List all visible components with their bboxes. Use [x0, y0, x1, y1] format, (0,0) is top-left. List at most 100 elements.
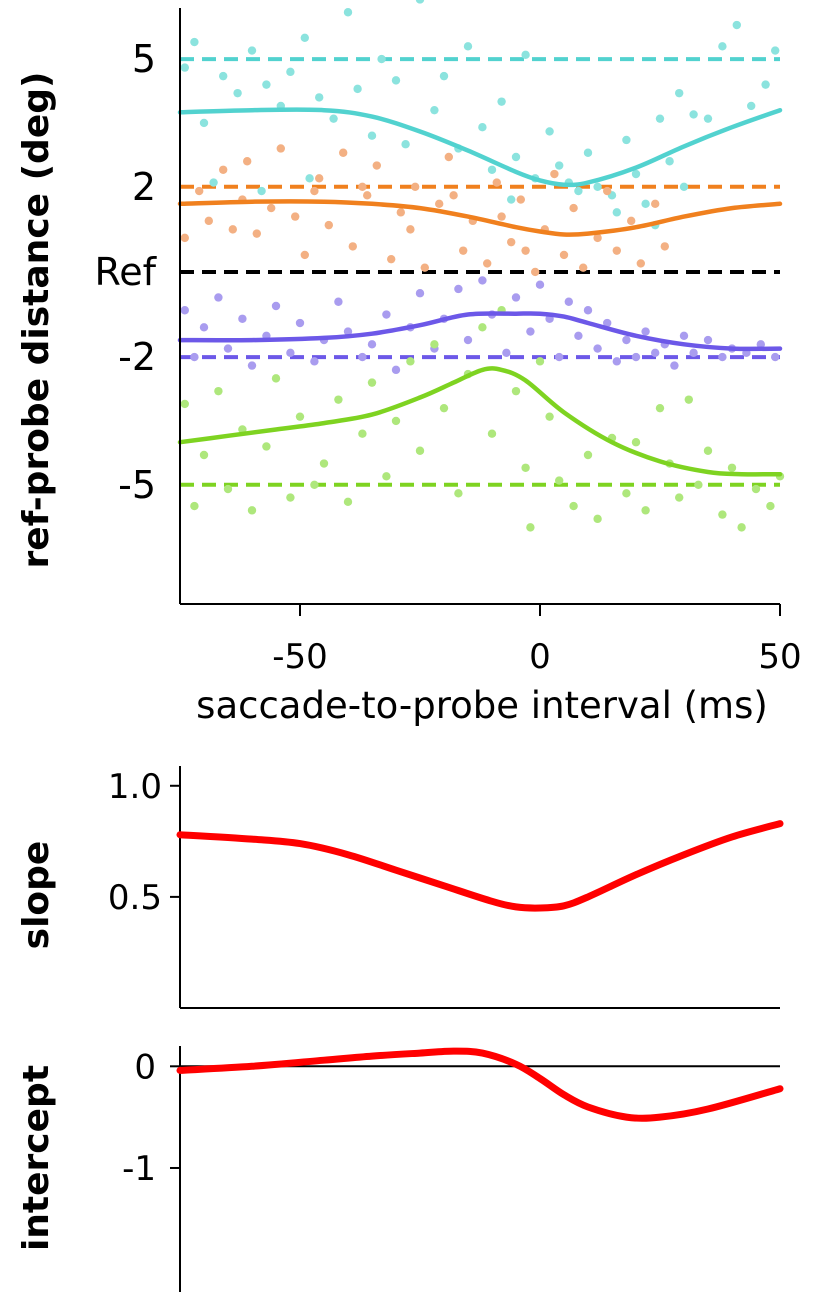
data-point — [703, 335, 713, 345]
y-tick-label: -5 — [118, 463, 156, 507]
x-tick-label: -50 — [272, 637, 328, 677]
intercept-curve — [176, 1047, 784, 1122]
data-point — [238, 314, 247, 323]
x-tick-label: 0 — [529, 637, 551, 677]
data-point — [751, 484, 761, 494]
data-point — [507, 195, 516, 204]
data-point — [199, 323, 209, 332]
data-point — [334, 297, 343, 306]
data-point — [454, 489, 463, 498]
data-point — [391, 365, 401, 375]
data-point — [406, 357, 415, 366]
intercept-tick-labels: 0 -1 — [122, 1047, 156, 1189]
data-point — [367, 131, 377, 140]
data-point — [286, 348, 295, 358]
data-point — [247, 506, 257, 515]
data-point — [593, 233, 602, 243]
fit-curve-1 — [177, 199, 783, 237]
data-point — [377, 54, 386, 64]
fit-curve-2 — [177, 311, 783, 352]
data-point — [195, 186, 204, 196]
data-point — [348, 242, 357, 251]
data-point — [583, 148, 593, 157]
data-point — [622, 489, 631, 498]
data-point — [310, 480, 319, 489]
fit-curve-3 — [177, 366, 783, 477]
slope-panel: 1.0 0.5 slope — [16, 766, 784, 1009]
data-point — [627, 216, 636, 226]
data-point — [766, 501, 775, 511]
data-point — [593, 344, 602, 353]
data-point — [679, 182, 689, 191]
data-point — [358, 352, 367, 362]
data-point — [190, 37, 199, 47]
data-point — [276, 144, 285, 153]
x-axis-title: saccade-to-probe interval (ms) — [196, 684, 768, 727]
data-point — [574, 186, 583, 196]
data-point — [684, 395, 693, 404]
data-point — [223, 484, 233, 494]
data-point — [703, 446, 713, 455]
data-point — [219, 71, 228, 81]
data-point — [583, 450, 593, 460]
slope-axes — [170, 766, 780, 1009]
data-point — [449, 191, 458, 200]
data-point — [737, 523, 746, 532]
data-point — [603, 318, 612, 328]
data-point — [622, 335, 631, 345]
data-point — [583, 306, 593, 315]
data-point — [521, 246, 530, 255]
data-point — [190, 352, 199, 362]
data-point — [747, 101, 756, 111]
data-point — [382, 310, 391, 319]
data-point — [569, 203, 578, 213]
data-point — [262, 80, 271, 89]
data-point — [310, 357, 319, 366]
data-point — [487, 165, 497, 174]
data-point — [526, 523, 535, 532]
data-point — [641, 199, 650, 209]
data-point — [603, 186, 612, 196]
data-point — [243, 157, 252, 166]
data-point — [545, 412, 554, 421]
data-point — [579, 263, 588, 272]
slope-curve — [176, 820, 784, 912]
data-point — [516, 195, 525, 204]
data-point — [315, 93, 324, 102]
data-point — [675, 493, 684, 502]
data-point — [727, 463, 737, 472]
data-point — [478, 123, 487, 132]
data-point — [257, 186, 266, 196]
slope-line — [176, 820, 784, 912]
data-point — [415, 446, 425, 455]
data-point — [511, 152, 521, 162]
data-point — [209, 178, 218, 187]
data-point — [665, 157, 674, 166]
data-point — [372, 161, 381, 170]
data-point — [262, 442, 271, 451]
data-point — [180, 306, 189, 315]
data-point — [511, 386, 521, 396]
data-point — [180, 63, 189, 72]
data-point — [430, 105, 439, 115]
data-point — [631, 169, 641, 179]
data-point — [339, 148, 348, 157]
data-point — [703, 114, 713, 123]
data-point — [343, 497, 353, 507]
data-point — [550, 169, 559, 179]
data-point — [291, 212, 300, 221]
data-point — [555, 352, 564, 362]
data-point — [641, 506, 650, 515]
data-point — [420, 263, 429, 272]
data-point — [497, 97, 506, 106]
data-point — [247, 46, 257, 55]
data-point — [531, 267, 540, 277]
data-point — [343, 327, 353, 336]
data-point — [497, 212, 506, 221]
slope-y-tick-label: 1.0 — [108, 767, 162, 807]
data-point — [223, 344, 233, 353]
data-point — [271, 301, 281, 311]
data-points — [180, 0, 785, 532]
data-point — [444, 152, 453, 162]
